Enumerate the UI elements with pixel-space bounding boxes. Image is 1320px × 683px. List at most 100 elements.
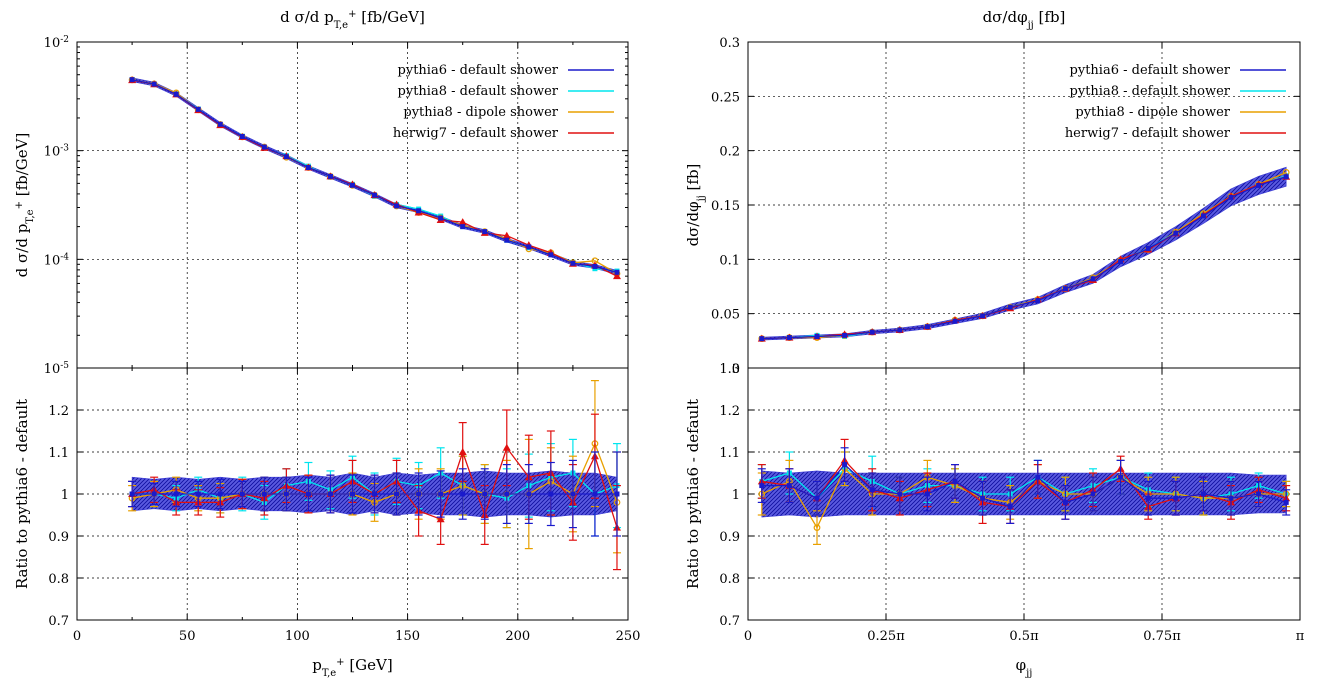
series-line (761, 463, 1287, 508)
x-tick-label: 50 (179, 629, 196, 644)
data-point (504, 237, 510, 243)
x-axis-label: pT,e+ [GeV] (312, 656, 392, 679)
y-axis-label: Ratio to pythia6 - default (13, 399, 31, 589)
legend: pythia6 - default shower pythia8 - defaul… (1065, 63, 1286, 141)
data-point (372, 491, 378, 497)
uncertainty-band (761, 166, 1287, 341)
data-point (394, 203, 400, 209)
data-point (1256, 491, 1262, 497)
legend-label: pythia8 - default shower (398, 84, 559, 99)
y-tick-label: 0.05 (711, 308, 740, 323)
y-tick-label: 0.1 (719, 253, 740, 268)
legend-label: herwig7 - default shower (1065, 126, 1231, 141)
data-point (173, 491, 179, 497)
data-point (458, 448, 467, 455)
y-tick-label: 0.15 (711, 199, 740, 214)
data-point (482, 229, 488, 235)
data-point (305, 491, 311, 497)
data-point (1173, 230, 1179, 236)
data-point (570, 260, 576, 266)
data-point (394, 491, 400, 497)
data-point (952, 478, 958, 484)
legend-label: herwig7 - default shower (393, 126, 559, 141)
data-point (1035, 298, 1041, 304)
y-tick-label: 1.3 (719, 362, 740, 377)
data-point (283, 154, 289, 160)
pt_main-panel: 10-5 10-4 10-3 10-2 d σ/d pT,e+ [fb/GeV] d σ/… (13, 8, 629, 377)
x-tick-label: 0.75π (1143, 629, 1181, 644)
data-point (436, 515, 445, 523)
data-point (1118, 259, 1124, 265)
y-tick-label: 10-4 (44, 252, 70, 268)
data-point (548, 491, 554, 497)
data-point (1035, 474, 1041, 480)
data-point (239, 491, 245, 497)
data-point (502, 443, 511, 451)
data-point (305, 164, 311, 170)
y-tick-label: 10-3 (44, 144, 70, 160)
data-point (786, 335, 792, 341)
data-point (1173, 495, 1179, 501)
data-point (614, 269, 620, 275)
data-point (416, 491, 422, 497)
data-point (786, 483, 792, 489)
data-point (1145, 495, 1151, 501)
data-point (1256, 182, 1262, 188)
data-point (217, 121, 223, 127)
data-point (614, 491, 620, 497)
data-point (438, 491, 444, 497)
pt_ratio-panel: 0.7 0.8 0.9 1 1.1 1.2 0 50 100 150 200 250 Ratio to … (13, 367, 640, 679)
data-point (151, 81, 157, 87)
y-tick-label: 1.1 (719, 446, 740, 461)
data-point (327, 491, 333, 497)
y-tick-label: 0.8 (48, 572, 69, 587)
data-point (526, 244, 532, 250)
x-tick-label: 200 (505, 629, 530, 644)
y-axis-label: d σ/d pT,e+ [fb/GeV] (13, 133, 36, 278)
data-point (239, 134, 245, 140)
data-point (592, 263, 598, 269)
data-point (759, 483, 765, 489)
y-tick-label: 10-2 (44, 35, 69, 51)
legend-label: pythia6 - default shower (1070, 63, 1231, 78)
x-tick-label: 100 (285, 629, 310, 644)
data-point (924, 491, 930, 497)
x-axis-label: φjj (1016, 656, 1033, 679)
data-point (1283, 499, 1289, 505)
legend-label: pythia8 - default shower (1070, 84, 1231, 99)
data-point (1090, 491, 1096, 497)
data-point (814, 333, 820, 339)
legend-label: pythia8 - dipole shower (1075, 105, 1230, 120)
data-point (1200, 213, 1206, 219)
data-point (372, 192, 378, 198)
y-tick-label: 0.7 (719, 614, 740, 629)
data-point (458, 218, 467, 226)
y-tick-label: 0.7 (48, 614, 69, 629)
data-point (980, 313, 986, 319)
data-point (1145, 245, 1151, 251)
data-point (482, 491, 488, 497)
y-axis-label: Ratio to pythia6 - default (684, 399, 702, 589)
data-point (869, 487, 875, 493)
y-tick-label: 0.9 (48, 530, 69, 545)
data-point (1228, 495, 1234, 501)
data-point (1090, 276, 1096, 282)
data-point (592, 491, 598, 497)
data-point (813, 524, 821, 531)
y-tick-label: 1.2 (48, 404, 69, 419)
data-point (897, 491, 903, 497)
legend-label: pythia8 - dipole shower (403, 105, 558, 120)
data-point (1007, 504, 1013, 510)
data-point (842, 332, 848, 338)
data-point (502, 231, 511, 239)
data-point (526, 491, 532, 497)
x-tick-label: 0.25π (867, 629, 905, 644)
data-point (129, 491, 135, 497)
data-point (1283, 174, 1289, 180)
data-point (151, 491, 157, 497)
chart-title: dσ/dφjj [fb] (983, 8, 1066, 31)
x-tick-label: π (1296, 629, 1305, 644)
data-point (504, 491, 510, 497)
data-point (129, 77, 135, 83)
x-tick-label: 0.5π (1009, 629, 1039, 644)
